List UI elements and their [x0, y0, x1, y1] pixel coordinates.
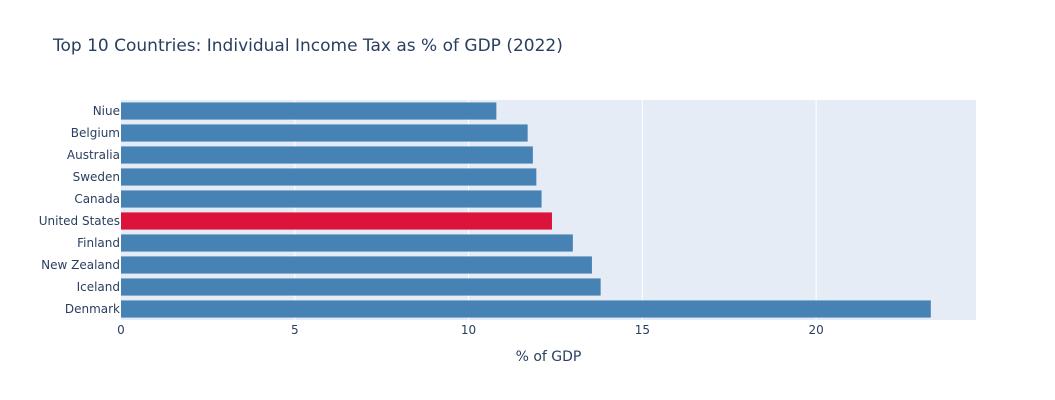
bars	[121, 102, 931, 318]
x-tick-label: 15	[635, 323, 650, 337]
y-tick-label: Australia	[67, 148, 120, 162]
y-tick-label: Denmark	[65, 302, 120, 316]
x-axis-ticks: 0 5 10 15 20	[117, 323, 824, 337]
y-tick-label: Niue	[93, 104, 120, 118]
x-tick-label: 10	[461, 323, 476, 337]
y-axis-ticks: Niue Belgium Australia Sweden Canada United S…	[39, 104, 120, 316]
x-tick-label: 0	[117, 323, 125, 337]
bar-new-zealand[interactable]	[121, 256, 592, 274]
y-tick-label: Canada	[74, 192, 120, 206]
y-tick-label: Belgium	[71, 126, 120, 140]
y-tick-label: Iceland	[77, 280, 120, 294]
x-tick-label: 20	[808, 323, 823, 337]
chart-title: Top 10 Countries: Individual Income Tax …	[52, 36, 563, 56]
bar-finland[interactable]	[121, 234, 573, 252]
bar-denmark[interactable]	[121, 300, 931, 318]
y-tick-label: Finland	[77, 236, 120, 250]
bar-australia[interactable]	[121, 146, 533, 164]
bar-belgium[interactable]	[121, 124, 528, 142]
y-tick-label: United States	[39, 214, 120, 228]
y-tick-label: New Zealand	[41, 258, 120, 272]
bar-sweden[interactable]	[121, 168, 537, 186]
x-axis-title: % of GDP	[516, 349, 582, 365]
bar-niue[interactable]	[121, 102, 497, 120]
bar-canada[interactable]	[121, 190, 542, 208]
y-tick-label: Sweden	[73, 170, 120, 184]
x-tick-label: 5	[291, 323, 299, 337]
bar-iceland[interactable]	[121, 278, 601, 296]
bar-united-states[interactable]	[121, 212, 552, 230]
